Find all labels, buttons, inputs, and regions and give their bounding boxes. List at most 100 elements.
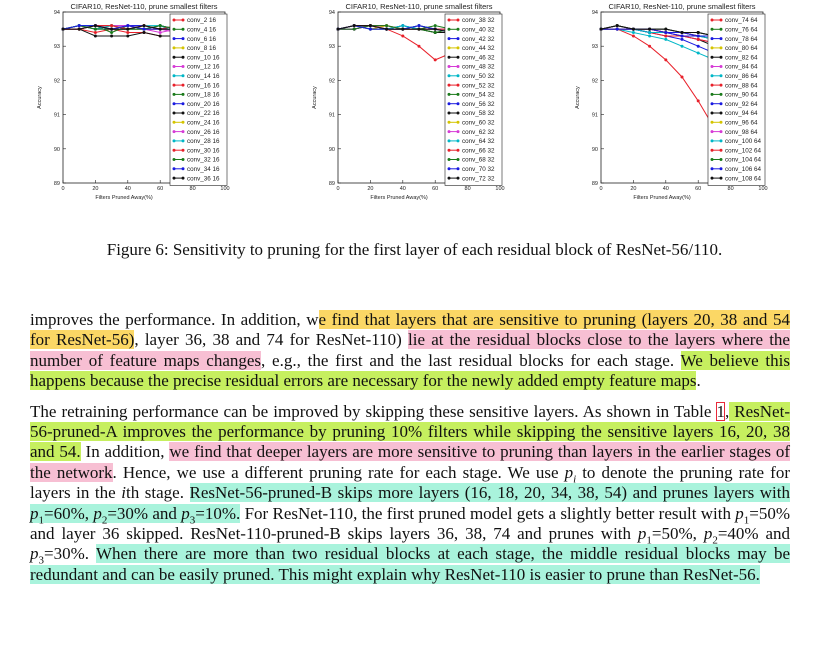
data-point bbox=[401, 27, 405, 31]
text-run: =60%, bbox=[44, 503, 94, 523]
legend-label: conv_2 16 bbox=[187, 17, 217, 24]
text-run: to denote the pruning rate for layers in… bbox=[30, 462, 790, 503]
legend-marker bbox=[456, 158, 460, 161]
data-point bbox=[696, 37, 700, 41]
legend-label: conv_56 32 bbox=[462, 101, 495, 108]
data-point bbox=[158, 24, 162, 28]
chart-panel-3: CIFAR10, ResNet-110, prune smallest filt… bbox=[546, 0, 822, 222]
legend-label: conv_92 64 bbox=[725, 101, 758, 108]
text-run: In addition, bbox=[80, 442, 170, 462]
data-point bbox=[631, 31, 635, 35]
legend-marker bbox=[181, 83, 185, 87]
chart-title: CIFAR10, ResNet-110, prune smallest filt… bbox=[608, 2, 755, 11]
data-point bbox=[93, 27, 97, 31]
data-point bbox=[680, 75, 684, 79]
data-point bbox=[648, 44, 652, 48]
x-tick-label: 20 bbox=[92, 186, 98, 192]
legend-marker bbox=[719, 65, 723, 68]
math-var: p bbox=[637, 524, 647, 544]
data-point bbox=[680, 31, 684, 35]
math-var: p bbox=[30, 503, 39, 523]
x-tick-label: 40 bbox=[125, 186, 131, 192]
legend-box bbox=[444, 13, 503, 186]
y-tick-label: 91 bbox=[592, 113, 598, 119]
legend-marker bbox=[172, 74, 176, 78]
math-var: p bbox=[181, 503, 190, 523]
legend-label: conv_46 32 bbox=[462, 54, 495, 61]
data-point bbox=[126, 27, 130, 31]
legend-marker bbox=[719, 37, 723, 41]
legend-marker bbox=[181, 27, 185, 31]
y-tick-label: 94 bbox=[54, 10, 60, 16]
legend-marker bbox=[719, 111, 723, 115]
data-point bbox=[696, 34, 700, 38]
y-tick-label: 90 bbox=[329, 147, 335, 153]
legend-box bbox=[707, 13, 766, 186]
legend-label: conv_76 64 bbox=[725, 27, 758, 34]
highlight-cyan: When there are more than two residual bl… bbox=[30, 544, 791, 584]
x-tick-label: 40 bbox=[400, 186, 406, 192]
legend-label: conv_32 16 bbox=[187, 157, 220, 164]
legend-marker bbox=[710, 92, 714, 96]
legend-marker bbox=[447, 139, 451, 143]
x-tick-label: 60 bbox=[432, 186, 438, 192]
legend-label: conv_48 32 bbox=[462, 64, 495, 71]
legend-label: conv_62 32 bbox=[462, 129, 495, 136]
legend-label: conv_10 16 bbox=[187, 54, 220, 61]
legend-marker bbox=[719, 139, 723, 143]
legend-label: conv_88 64 bbox=[725, 82, 758, 89]
legend-marker bbox=[456, 27, 460, 31]
math-sub: 2 bbox=[101, 514, 108, 527]
legend-marker bbox=[710, 46, 714, 50]
y-tick-label: 93 bbox=[329, 44, 335, 50]
math-sub: i bbox=[573, 473, 577, 486]
legend-label: conv_16 16 bbox=[187, 82, 220, 89]
y-tick-label: 91 bbox=[54, 113, 60, 119]
legend-marker bbox=[456, 37, 460, 41]
data-point bbox=[696, 44, 700, 48]
legend-label: conv_30 16 bbox=[187, 147, 220, 154]
data-point bbox=[680, 44, 684, 48]
data-point bbox=[696, 31, 700, 35]
legend-marker bbox=[456, 55, 460, 59]
math-var: p bbox=[735, 503, 744, 523]
legend-marker bbox=[447, 18, 451, 22]
data-point bbox=[368, 24, 372, 28]
chart-2-svg: CIFAR10, ResNet-110, prune smallest filt… bbox=[312, 2, 505, 201]
legend-marker bbox=[710, 139, 714, 143]
legend-marker bbox=[710, 55, 714, 59]
legend-label: conv_34 16 bbox=[187, 166, 220, 173]
legend-marker bbox=[710, 158, 714, 161]
data-point bbox=[696, 99, 700, 103]
chart-title: CIFAR10, ResNet-110, prune smallest filt… bbox=[70, 2, 217, 11]
legend-marker bbox=[456, 65, 460, 68]
legend-marker bbox=[456, 18, 460, 22]
legend-marker bbox=[719, 167, 723, 171]
legend-marker bbox=[719, 102, 723, 106]
data-point bbox=[352, 24, 356, 28]
data-point bbox=[158, 34, 162, 38]
x-tick-label: 80 bbox=[465, 186, 471, 192]
legend-marker bbox=[710, 130, 714, 134]
x-tick-label: 80 bbox=[190, 186, 196, 192]
x-tick-label: 40 bbox=[663, 186, 669, 192]
y-axis-label: Accuracy bbox=[37, 86, 43, 109]
x-tick-label: 0 bbox=[61, 186, 64, 192]
legend-marker bbox=[181, 55, 185, 59]
text-run: For ResNet-110, the first pruned model g… bbox=[240, 503, 736, 523]
table-reference-link[interactable]: 1 bbox=[716, 401, 725, 421]
legend-label: conv_6 16 bbox=[187, 36, 217, 43]
paragraph-1: improves the performance. In addition, w… bbox=[30, 310, 790, 392]
legend-marker bbox=[172, 102, 176, 106]
legend-marker bbox=[719, 130, 723, 134]
legend-label: conv_100 64 bbox=[725, 138, 762, 145]
legend-label: conv_78 64 bbox=[725, 36, 758, 43]
legend-label: conv_60 32 bbox=[462, 120, 495, 127]
legend-label: conv_24 16 bbox=[187, 120, 220, 127]
y-tick-label: 94 bbox=[592, 10, 598, 16]
legend-marker bbox=[719, 27, 723, 31]
x-tick-label: 60 bbox=[157, 186, 163, 192]
legend-box bbox=[169, 13, 228, 186]
legend-marker bbox=[710, 37, 714, 41]
paragraph-2: The retraining performance can be improv… bbox=[30, 401, 791, 586]
